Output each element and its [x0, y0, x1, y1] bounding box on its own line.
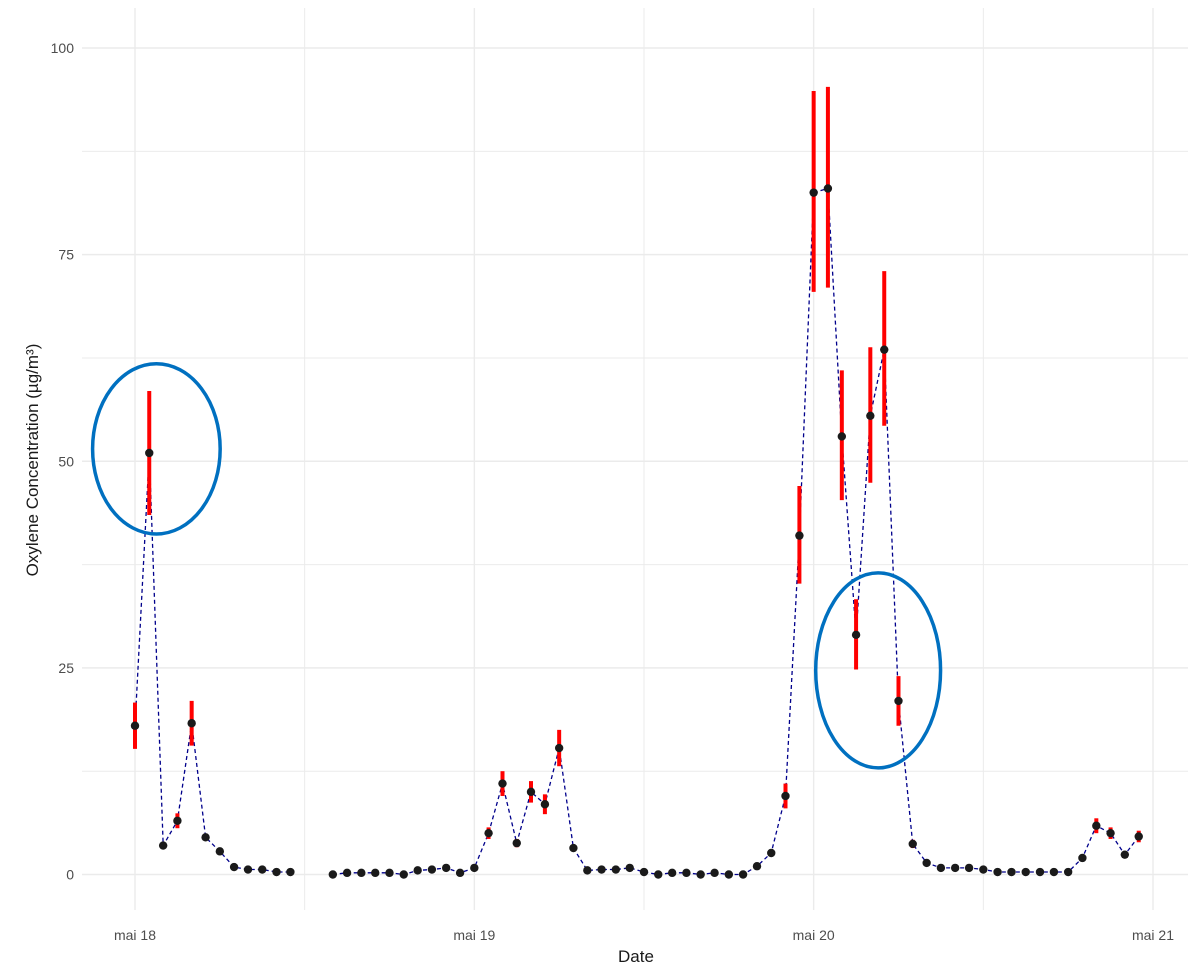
highlight-ellipse — [90, 361, 222, 536]
data-point — [1078, 853, 1087, 863]
data-point — [667, 868, 677, 878]
highlight-circles — [90, 361, 943, 770]
data-point — [936, 863, 946, 873]
y-tick-label: 75 — [58, 247, 74, 263]
data-point — [342, 868, 352, 878]
data-point — [738, 870, 748, 879]
data-point — [979, 865, 988, 874]
data-point — [1035, 867, 1045, 877]
data-points — [130, 184, 1143, 879]
x-axis-title: Date — [618, 947, 654, 966]
data-point — [512, 838, 521, 848]
data-point — [682, 868, 691, 878]
data-point — [385, 868, 394, 878]
data-point — [145, 448, 154, 458]
x-tick-label: mai 20 — [793, 927, 835, 943]
y-tick-label: 0 — [66, 867, 74, 883]
data-point — [654, 870, 663, 879]
data-point — [441, 863, 451, 873]
series-line — [332, 187, 1140, 876]
data-point — [1049, 867, 1059, 877]
data-point — [795, 531, 804, 540]
x-tick-labels: mai 18 mai 19 mai 20 mai 21 — [114, 927, 1174, 943]
data-point — [371, 868, 380, 878]
data-point — [823, 184, 833, 193]
data-point — [851, 630, 861, 640]
data-point — [243, 865, 253, 874]
data-point — [1120, 850, 1130, 859]
data-point — [554, 743, 564, 753]
data-point — [540, 800, 550, 809]
data-point — [187, 719, 196, 728]
data-point — [1106, 828, 1115, 838]
data-point — [752, 862, 762, 871]
data-point — [583, 866, 592, 875]
data-point — [696, 870, 705, 879]
data-point — [724, 870, 734, 879]
highlight-ellipse — [813, 571, 943, 770]
data-point — [158, 841, 168, 850]
data-point — [427, 865, 437, 874]
data-point — [993, 867, 1002, 877]
data-point — [470, 863, 479, 873]
data-point — [1063, 867, 1073, 877]
data-point — [201, 833, 210, 842]
y-tick-label: 50 — [58, 453, 74, 469]
data-point — [1134, 832, 1143, 841]
data-point — [964, 863, 974, 873]
data-point — [611, 865, 621, 874]
data-point — [1092, 821, 1101, 830]
data-point — [455, 868, 465, 878]
y-tick-label: 100 — [51, 40, 75, 56]
data-point — [922, 858, 931, 868]
error-bars — [133, 86, 1141, 872]
data-point — [229, 862, 239, 872]
data-point — [1007, 867, 1016, 877]
data-point — [894, 696, 903, 706]
data-point — [399, 870, 408, 879]
data-point — [639, 867, 649, 877]
series-line — [134, 452, 291, 873]
data-point — [498, 779, 507, 788]
data-point — [272, 867, 281, 877]
x-tick-label: mai 21 — [1132, 927, 1174, 943]
grid-layer — [82, 8, 1188, 910]
data-point — [710, 868, 719, 878]
data-point — [781, 791, 790, 801]
data-point — [597, 865, 606, 874]
data-point — [569, 843, 578, 853]
data-point — [837, 432, 847, 441]
data-point — [866, 411, 875, 420]
data-point — [767, 848, 776, 858]
data-point — [357, 868, 366, 878]
data-point — [258, 865, 267, 874]
data-point — [880, 345, 889, 354]
x-tick-label: mai 18 — [114, 927, 156, 943]
data-point — [908, 839, 917, 849]
connecting-lines — [134, 187, 1140, 876]
data-point — [809, 188, 818, 197]
data-point — [286, 867, 295, 877]
data-point — [950, 863, 960, 873]
data-point — [130, 721, 140, 730]
y-tick-labels: 0 25 50 75 100 — [51, 40, 75, 883]
data-point — [328, 870, 338, 879]
data-point — [484, 828, 493, 838]
data-point — [413, 866, 422, 875]
y-axis-title: Oxylene Concentration (µg/m³) — [23, 344, 42, 577]
data-point — [526, 787, 536, 797]
data-point — [215, 847, 225, 856]
y-tick-label: 25 — [58, 660, 74, 676]
data-point — [1021, 867, 1030, 877]
x-tick-label: mai 19 — [453, 927, 495, 943]
data-point — [625, 863, 634, 873]
data-point — [173, 816, 182, 825]
